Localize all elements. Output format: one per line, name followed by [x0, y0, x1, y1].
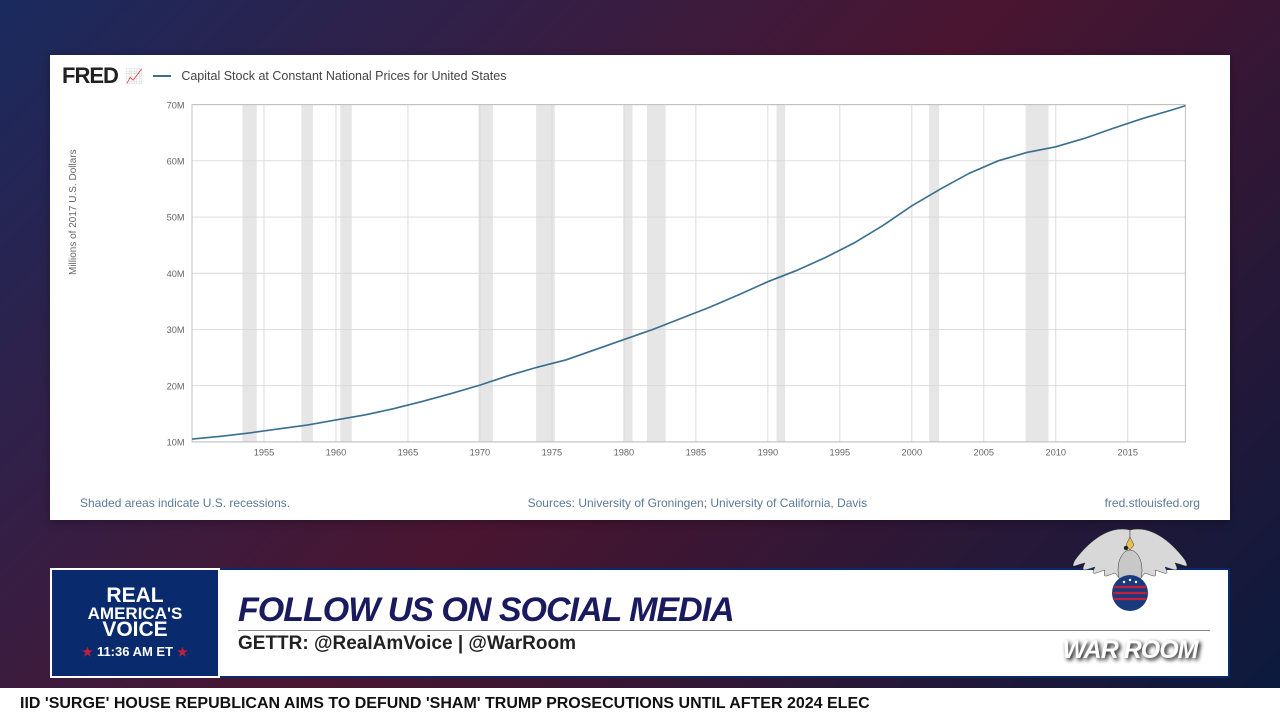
svg-text:2015: 2015	[1117, 448, 1138, 458]
svg-text:70M: 70M	[167, 100, 185, 110]
rav-line1: REAL	[106, 587, 163, 606]
svg-text:1990: 1990	[758, 448, 779, 458]
svg-text:20M: 20M	[167, 381, 185, 391]
footer-sources: Sources: University of Groningen; Univer…	[528, 496, 867, 510]
svg-text:50M: 50M	[167, 213, 185, 223]
svg-text:2000: 2000	[902, 448, 923, 458]
y-axis-label: Millions of 2017 U.S. Dollars	[68, 149, 79, 275]
svg-text:1995: 1995	[830, 448, 851, 458]
rav-line3: VOICE	[102, 621, 167, 640]
chart-plot: 10M 20M 30M 40M 50M 60M 70M 1955 1960 1965 1970 197…	[135, 100, 1210, 465]
time-text: 11:36 AM ET	[97, 644, 173, 659]
eagle-icon	[1040, 515, 1220, 635]
legend-label: Capital Stock at Constant National Price…	[181, 69, 506, 83]
svg-text:1980: 1980	[614, 448, 635, 458]
svg-text:1970: 1970	[470, 448, 491, 458]
fred-swoosh-icon: 📈	[126, 68, 143, 85]
star-icon: ★	[177, 645, 188, 659]
footer-recession-note: Shaded areas indicate U.S. recessions.	[80, 496, 290, 510]
star-icon: ★	[82, 645, 93, 659]
fred-chart-panel: FRED 📈 Capital Stock at Constant Nationa…	[50, 55, 1230, 520]
warroom-logo: WAR ROOM	[1040, 525, 1220, 665]
legend-swatch	[153, 75, 171, 77]
clock: ★ 11:36 AM ET ★	[82, 644, 188, 659]
svg-text:1955: 1955	[254, 448, 275, 458]
footer-url: fred.stlouisfed.org	[1105, 496, 1200, 510]
svg-text:1985: 1985	[686, 448, 707, 458]
svg-text:40M: 40M	[167, 269, 185, 279]
chart-footer: Shaded areas indicate U.S. recessions. S…	[80, 496, 1200, 510]
svg-text:1960: 1960	[326, 448, 347, 458]
network-badge: REAL AMERICA'S VOICE ★ 11:36 AM ET ★	[50, 568, 220, 678]
fred-logo: FRED	[62, 63, 118, 89]
svg-text:1975: 1975	[542, 448, 563, 458]
svg-text:10M: 10M	[167, 438, 185, 448]
svg-text:60M: 60M	[167, 157, 185, 167]
svg-text:2010: 2010	[1046, 448, 1067, 458]
svg-text:30M: 30M	[167, 325, 185, 335]
svg-text:2005: 2005	[974, 448, 995, 458]
svg-text:1965: 1965	[398, 448, 419, 458]
warroom-text: WAR ROOM	[1062, 636, 1197, 665]
news-ticker: IID 'SURGE' HOUSE REPUBLICAN AIMS TO DEF…	[0, 688, 1280, 720]
chart-header: FRED 📈 Capital Stock at Constant Nationa…	[50, 55, 1230, 93]
